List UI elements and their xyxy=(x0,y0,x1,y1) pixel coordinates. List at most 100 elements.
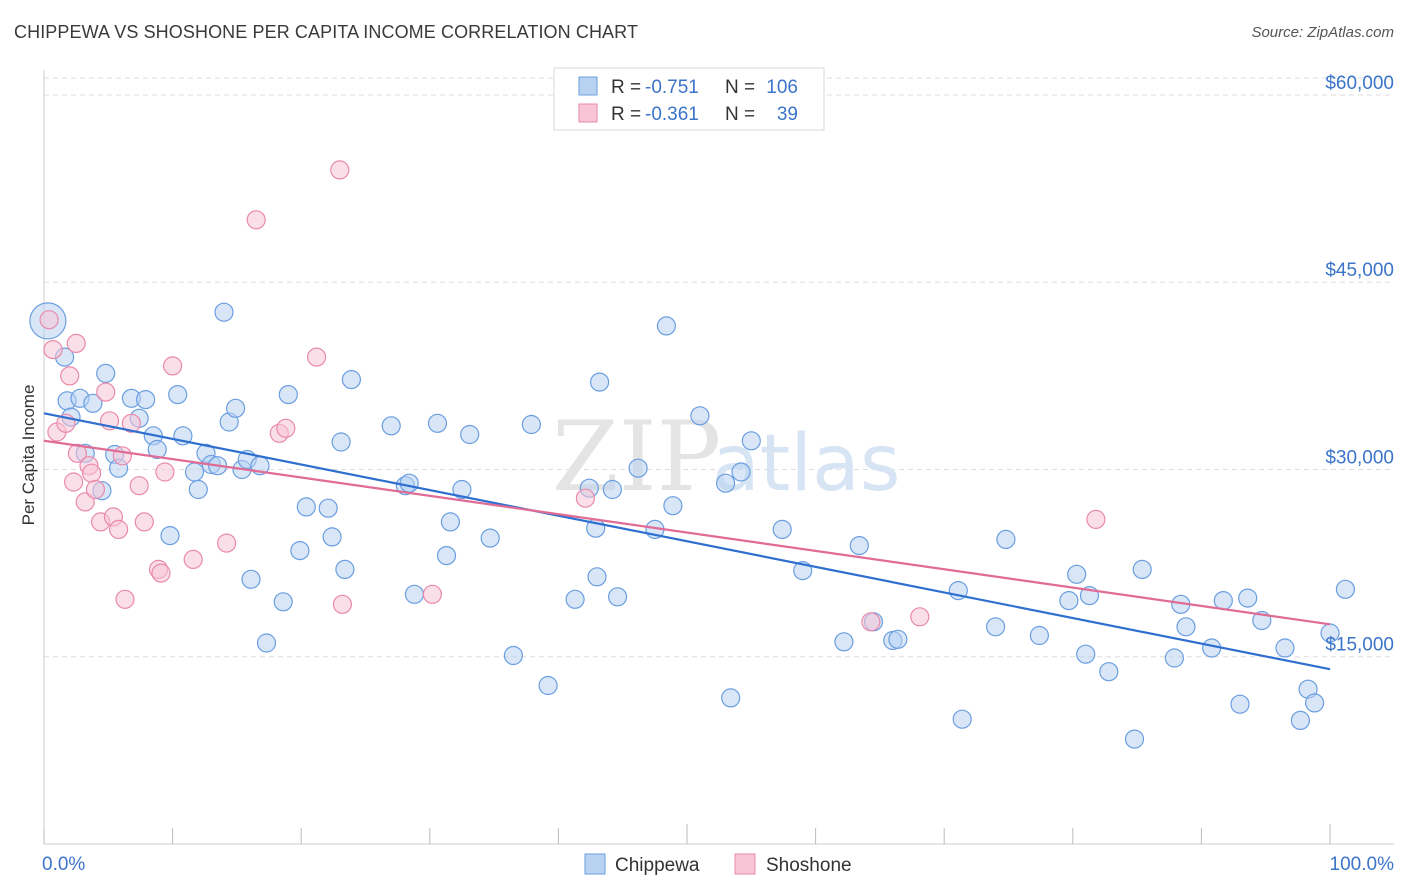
chippewa-point-51 xyxy=(503,645,524,666)
shoshone-point-18 xyxy=(115,589,135,609)
chippewa-point-73 xyxy=(849,535,869,556)
shoshone-point-27 xyxy=(217,533,237,553)
chippewa-point-83 xyxy=(1067,564,1087,584)
shoshone-point-36 xyxy=(861,612,881,632)
chippewa-point-31 xyxy=(256,633,277,653)
chippewa-point-46 xyxy=(436,545,457,566)
chippewa-point-44 xyxy=(404,584,424,604)
bottom-legend-swatch-chippewa xyxy=(584,853,606,875)
chippewa-point-34 xyxy=(290,540,310,561)
chippewa-point-91 xyxy=(1176,617,1196,637)
chippewa-point-97 xyxy=(1275,638,1295,658)
chippewa-point-17 xyxy=(168,385,188,405)
shoshone-point-4 xyxy=(60,366,80,386)
chippewa-points xyxy=(29,302,1356,749)
shoshone-point-33 xyxy=(332,594,352,614)
chippewa-point-79 xyxy=(985,617,1006,637)
chippewa-point-60 xyxy=(607,587,628,607)
shoshone-point-24 xyxy=(155,462,175,482)
shoshone-point-25 xyxy=(163,356,183,376)
chippewa-point-15 xyxy=(147,439,167,460)
shoshone-point-23 xyxy=(151,563,171,583)
shoshone-point-31 xyxy=(307,347,327,367)
chippewa-point-76 xyxy=(888,629,908,649)
shoshone-point-20 xyxy=(129,476,149,496)
chippewa-point-64 xyxy=(663,496,683,516)
legend-n-label-1: N = xyxy=(725,77,755,98)
chippewa-point-53 xyxy=(538,675,558,696)
chippewa-point-43 xyxy=(399,473,419,493)
watermark: ZIP atlas xyxy=(552,401,901,513)
legend-r-label-1: R = xyxy=(611,77,641,98)
chippewa-point-38 xyxy=(331,432,351,452)
legend-swatch-shoshone xyxy=(578,103,598,123)
chippewa-point-72 xyxy=(834,632,854,652)
shoshone-point-10 xyxy=(81,463,102,483)
chippewa-point-95 xyxy=(1238,588,1258,608)
shoshone-trend-line xyxy=(43,439,1331,626)
shoshone-point-16 xyxy=(108,519,129,540)
chippewa-point-66 xyxy=(715,473,736,493)
chippewa-point-88 xyxy=(1132,559,1152,580)
shoshone-point-7 xyxy=(67,443,88,463)
legend-r-label-2: R = xyxy=(611,104,641,125)
chippewa-point-6 xyxy=(83,393,103,413)
axes xyxy=(43,70,1394,845)
shoshone-point-13 xyxy=(96,382,116,402)
chippewa-point-26 xyxy=(226,398,246,418)
bottom-legend-label-chippewa: Chippewa xyxy=(615,855,700,876)
chippewa-point-24 xyxy=(214,302,234,322)
chippewa-point-98 xyxy=(1290,710,1311,731)
shoshone-point-5 xyxy=(63,472,84,492)
shoshone-point-19 xyxy=(121,413,141,433)
y-tick-label-0: $15,000 xyxy=(1325,635,1394,656)
chippewa-point-20 xyxy=(188,479,208,500)
x-tick-label-1: 100.0% xyxy=(1330,854,1395,875)
chippewa-point-45 xyxy=(427,413,448,433)
bottom-legend-swatch-shoshone xyxy=(734,853,756,875)
chippewa-point-50 xyxy=(480,528,500,548)
legend-r-value-2: -0.361 xyxy=(645,104,699,125)
chippewa-point-63 xyxy=(656,316,677,336)
chippewa-point-68 xyxy=(731,462,751,482)
chippewa-point-39 xyxy=(335,559,355,580)
source-label: Source: ZipAtlas.com xyxy=(1251,24,1394,41)
shoshone-point-8 xyxy=(75,492,95,512)
chippewa-point-33 xyxy=(278,385,298,405)
shoshone-point-37 xyxy=(910,607,930,627)
chippewa-point-40 xyxy=(341,370,361,390)
chippewa-point-78 xyxy=(952,709,972,729)
chippewa-point-102 xyxy=(1335,579,1356,599)
bottom-legend-label-shoshone: Shoshone xyxy=(766,855,852,876)
chippewa-point-36 xyxy=(318,498,338,518)
chippewa-point-59 xyxy=(602,479,623,500)
legend-n-label-2: N = xyxy=(725,104,755,125)
series-legend: Chippewa Shoshone xyxy=(584,853,852,876)
x-tick-labels: 0.0% 100.0% xyxy=(42,854,1394,875)
chippewa-point-49 xyxy=(460,424,480,445)
shoshone-point-17 xyxy=(112,446,133,466)
shoshone-point-6 xyxy=(66,333,86,353)
shoshone-point-30 xyxy=(276,418,296,438)
chippewa-point-52 xyxy=(521,414,542,435)
shoshone-point-38 xyxy=(1086,509,1106,530)
chippewa-point-47 xyxy=(440,512,460,532)
chippewa-point-54 xyxy=(565,589,585,609)
chippewa-point-41 xyxy=(381,416,401,436)
chippewa-point-80 xyxy=(996,529,1016,550)
chippewa-point-35 xyxy=(296,497,316,517)
chippewa-point-58 xyxy=(589,372,610,392)
chippewa-point-48 xyxy=(452,479,472,500)
shoshone-point-11 xyxy=(85,479,106,500)
chippewa-point-65 xyxy=(690,406,710,426)
chippewa-point-81 xyxy=(1029,625,1050,646)
shoshone-point-0 xyxy=(39,310,59,330)
chippewa-point-70 xyxy=(772,519,792,540)
y-tick-labels: $15,000 $30,000 $45,000 $60,000 xyxy=(1325,73,1394,656)
shoshone-point-32 xyxy=(330,160,350,180)
chippewa-point-67 xyxy=(721,688,741,708)
correlation-legend: R = -0.751 N = 106 R = -0.361 N = 39 xyxy=(553,67,825,131)
shoshone-point-26 xyxy=(183,549,203,570)
shoshone-point-21 xyxy=(134,512,154,532)
legend-n-value-2: 39 xyxy=(777,104,798,125)
